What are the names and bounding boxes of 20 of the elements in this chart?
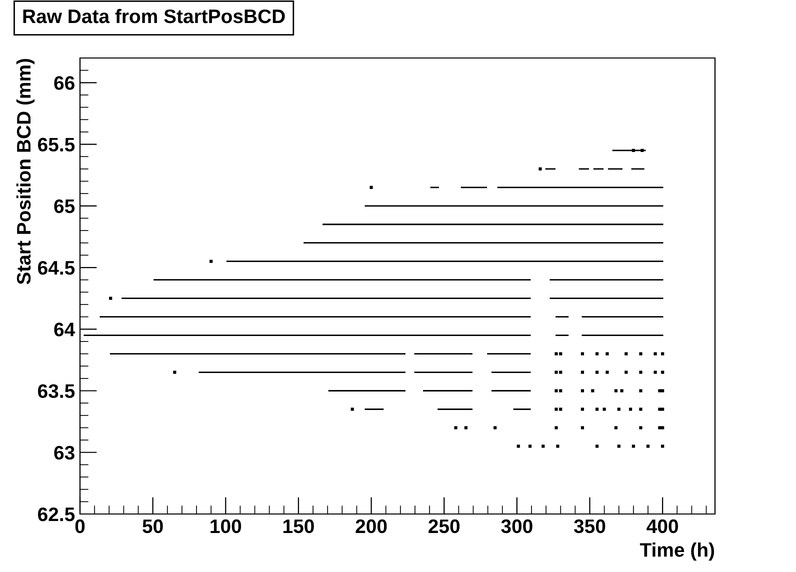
x-axis-title: Time (h)	[640, 542, 714, 561]
x-tick-label: 350	[574, 519, 606, 534]
x-tick-label: 400	[646, 519, 678, 534]
x-tick-label: 200	[356, 519, 387, 534]
x-tick-label: 300	[501, 519, 532, 534]
y-tick-label: 65	[54, 199, 75, 214]
x-tick-label: 100	[210, 519, 242, 534]
y-tick-label: 62.5	[38, 507, 75, 522]
y-tick-label: 63.5	[38, 384, 75, 398]
y-tick-label: 66	[54, 76, 74, 90]
y-tick-label: 65.5	[38, 138, 75, 152]
x-tick-label: 50	[142, 519, 163, 534]
x-tick-label: 0	[75, 519, 85, 534]
y-axis-title: Start Position BCD (mm)	[16, 58, 35, 284]
y-tick-label: 64	[54, 322, 76, 336]
x-tick-label: 150	[283, 519, 314, 534]
y-tick-label: 63	[54, 446, 74, 460]
x-tick-label: 250	[428, 519, 460, 534]
chart-title: Raw Data from StartPosBCD	[23, 8, 285, 24]
y-tick-label: 64.5	[38, 260, 75, 275]
